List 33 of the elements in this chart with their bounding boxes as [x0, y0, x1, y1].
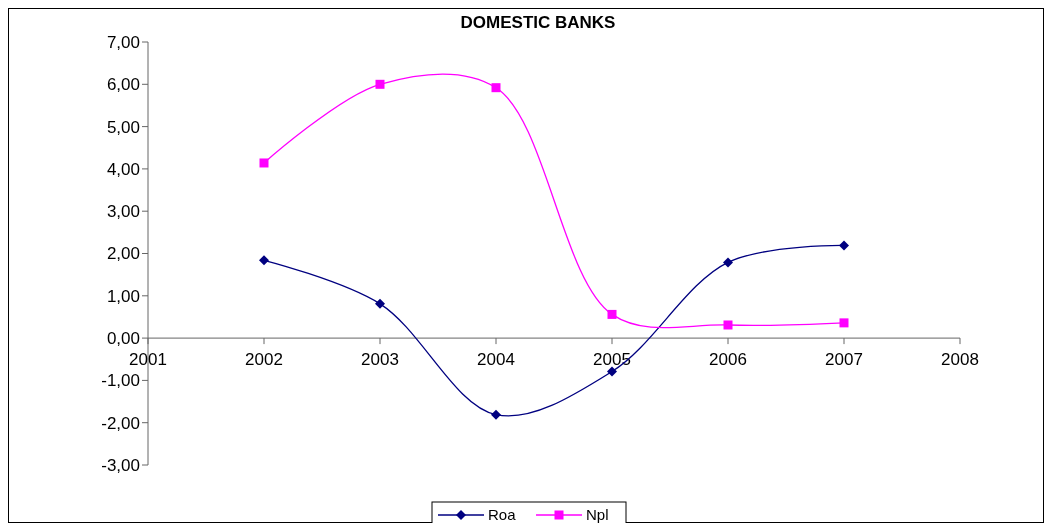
point	[723, 257, 733, 268]
x-tick-label: 2003	[361, 350, 399, 370]
y-tick-label: -1,00	[101, 371, 140, 391]
legend-label: Npl	[586, 506, 609, 524]
x-tick-label: 2006	[709, 350, 747, 370]
y-tick-label: 7,00	[106, 32, 140, 52]
y-tick-label: 2,00	[106, 244, 140, 264]
x-tick-label: 2007	[825, 350, 863, 370]
x-tick-label: 2002	[245, 350, 283, 370]
point	[259, 255, 269, 266]
x-tick-label: 2004	[477, 350, 515, 370]
point	[259, 158, 269, 168]
point	[491, 83, 501, 93]
point	[375, 79, 385, 89]
point	[375, 298, 385, 309]
y-tick-label: 6,00	[106, 75, 140, 95]
point	[839, 240, 849, 251]
point	[491, 409, 501, 420]
legend-label: Roa	[488, 506, 517, 524]
y-tick-label: -3,00	[101, 455, 140, 475]
point	[607, 366, 617, 377]
y-tick-label: 1,00	[106, 286, 140, 306]
x-tick-label: 2008	[941, 350, 979, 370]
point	[723, 320, 733, 330]
y-tick-label: -2,00	[101, 413, 140, 433]
y-tick-label: 4,00	[106, 159, 140, 179]
x-tick-label: 2001	[129, 350, 167, 370]
chart-title: DOMESTIC BANKS	[460, 13, 616, 32]
y-tick-label: 3,00	[106, 202, 140, 222]
y-tick-label: 5,00	[106, 117, 140, 137]
point	[607, 309, 617, 319]
point	[839, 318, 849, 328]
y-tick-label: 0,00	[106, 329, 140, 349]
